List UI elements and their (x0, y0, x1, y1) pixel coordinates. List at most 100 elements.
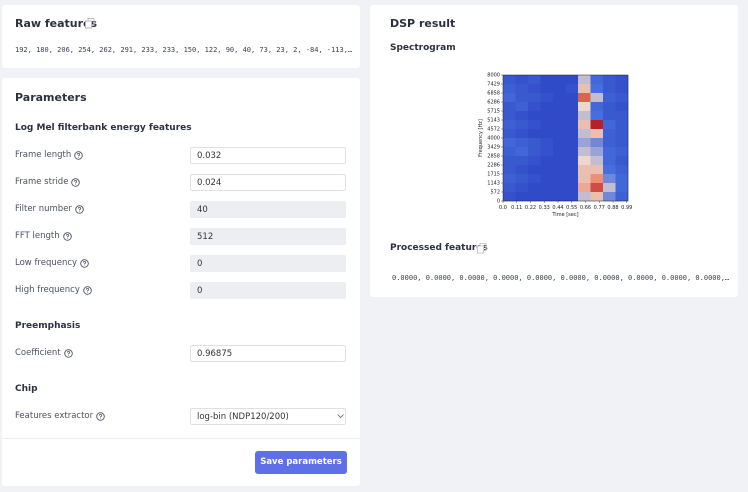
field-input: 0 (190, 255, 346, 272)
heat-cell (565, 75, 579, 85)
heat-cell (515, 147, 529, 157)
heat-cell (528, 183, 541, 193)
y-tick-label: 0 (497, 199, 500, 205)
y-tick-label: 572 (490, 190, 500, 196)
heat-cell (590, 156, 604, 166)
help-icon[interactable] (71, 178, 81, 187)
heat-cell (503, 156, 516, 166)
heat-cell (503, 120, 516, 130)
heat-cell (553, 102, 566, 112)
heat-cell (590, 138, 604, 148)
heat-cell (503, 111, 516, 121)
heat-cell (503, 102, 516, 112)
parameters-panel: Parameters Save parameters Log Mel filte… (2, 78, 360, 486)
heat-cell (565, 192, 579, 202)
heat-cell (503, 138, 516, 148)
processed-title: Processed features (390, 243, 488, 253)
x-tick-label: 0.77 (594, 205, 605, 211)
help-icon[interactable] (75, 205, 84, 214)
heat-cell (603, 75, 616, 85)
heat-cell (603, 129, 616, 139)
heat-cell (528, 147, 541, 157)
y-tick-label: 6286 (487, 100, 500, 106)
heat-cell (603, 147, 616, 157)
heat-cell (565, 129, 579, 139)
field-input[interactable]: 0.032 (190, 147, 346, 164)
field-input[interactable]: 0.96875 (190, 345, 346, 362)
heat-cell (553, 120, 566, 130)
dsp-panel: DSP result Spectrogram 8000 7429 6858 6286 5… (370, 5, 738, 297)
heat-cell (515, 111, 529, 121)
heat-cell (503, 75, 516, 85)
help-icon[interactable] (63, 349, 73, 358)
heat-cell (515, 93, 529, 103)
heat-cell (603, 183, 616, 193)
heat-cell (540, 147, 554, 157)
field-label: Low frequency (15, 258, 78, 268)
x-tick-label: 0.44 (552, 205, 563, 211)
help-circle (74, 151, 84, 160)
heat-cell (615, 147, 629, 157)
heat-cell (540, 138, 554, 148)
field-input: 512 (190, 228, 346, 245)
heat-cell (528, 111, 541, 121)
heat-cell (565, 147, 579, 157)
help-icon[interactable] (62, 232, 72, 241)
heat-cell (528, 192, 541, 202)
heat-cell (540, 75, 554, 85)
field-input: 40 (190, 201, 346, 218)
copy-icon[interactable] (85, 18, 95, 29)
heat-cell (603, 120, 616, 130)
heat-cell (590, 165, 604, 175)
help-icon[interactable] (74, 151, 84, 160)
heat-cell (528, 165, 541, 175)
heat-cell (578, 129, 591, 139)
field-input[interactable]: 0.024 (190, 174, 346, 191)
heat-cell (565, 138, 579, 148)
x-tick-label: 0.99 (621, 205, 632, 211)
heat-cell (540, 120, 554, 130)
heat-cell (553, 192, 566, 202)
spectrogram: 8000 7429 6858 6286 5715 5143 4572 4000 3429 2858… (478, 73, 632, 218)
heat-cell (565, 84, 579, 94)
heat-cell (615, 120, 629, 130)
heat-cell (615, 138, 629, 148)
heat-cell (615, 75, 629, 85)
heat-cell (615, 174, 629, 184)
heat-cell (578, 111, 591, 121)
field-label: Features extractor (15, 411, 94, 421)
help-icon[interactable] (80, 259, 89, 268)
help-mark (65, 233, 69, 239)
help-icon[interactable] (83, 286, 92, 295)
heat-cell (603, 93, 616, 103)
heat-cell (540, 111, 554, 121)
heat-cell (603, 156, 616, 166)
chevron (337, 414, 344, 419)
heat-cell (528, 84, 541, 94)
heat-cell (553, 147, 566, 157)
y-tick-label: 8000 (487, 73, 500, 79)
save-button[interactable]: Save parameters (255, 451, 347, 474)
help-mark (82, 260, 87, 266)
heat-cell (565, 111, 579, 121)
x-tick-label: 0.22 (525, 205, 536, 211)
heat-cell (590, 93, 604, 103)
heat-cell (578, 165, 591, 175)
heat-cell (553, 183, 566, 193)
field-input[interactable]: log-bin (NDP120/200) (190, 408, 346, 425)
heat-cell (515, 183, 529, 193)
help-icon[interactable] (96, 412, 105, 421)
section-title: Log Mel filterbank energy features (15, 123, 192, 133)
heat-cell (578, 138, 591, 148)
heat-cell (503, 174, 516, 184)
copy-icon[interactable] (477, 243, 487, 254)
heat-cell (615, 183, 629, 193)
field-label: Frame stride (15, 177, 69, 187)
heat-cell (515, 192, 529, 202)
help-circle (96, 412, 105, 421)
heat-cell (528, 102, 541, 112)
select-arrow (337, 414, 344, 419)
help-circle (75, 205, 84, 214)
heat-cell (603, 192, 616, 202)
heat-cell (590, 111, 604, 121)
